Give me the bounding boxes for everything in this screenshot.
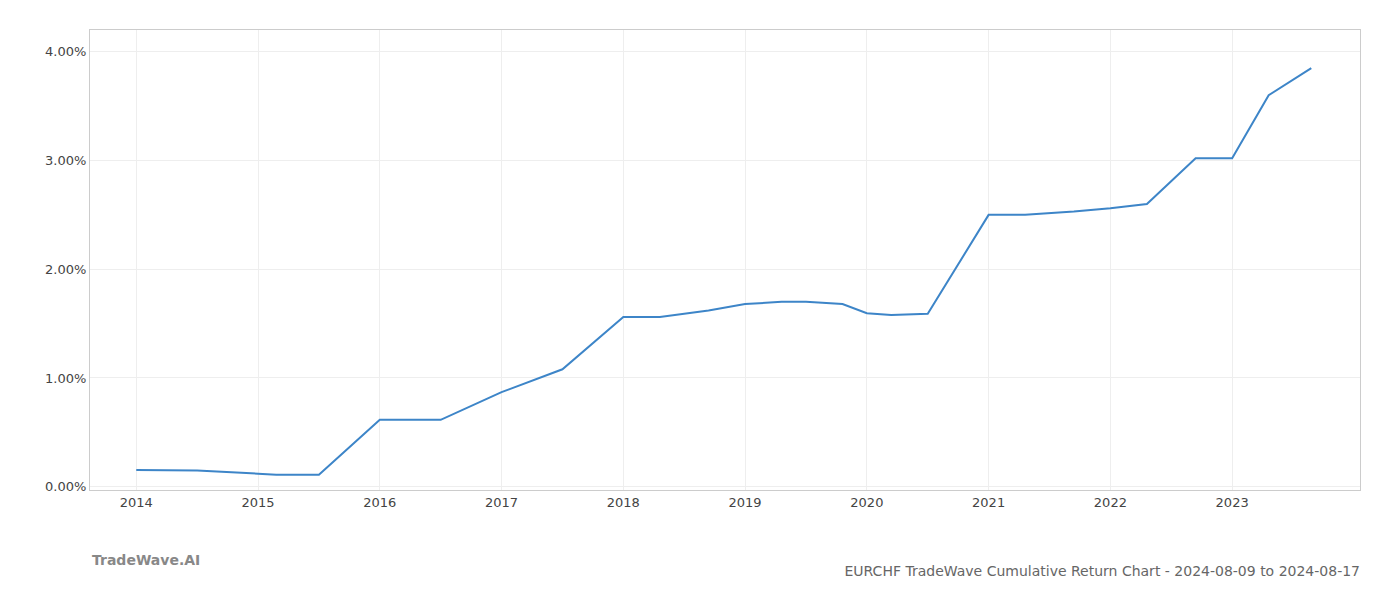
svg-text:0.00%: 0.00% <box>45 479 86 494</box>
svg-text:2016: 2016 <box>363 495 396 510</box>
svg-text:2022: 2022 <box>1094 495 1127 510</box>
svg-text:2021: 2021 <box>972 495 1005 510</box>
svg-text:2014: 2014 <box>120 495 153 510</box>
svg-text:3.00%: 3.00% <box>45 153 86 168</box>
svg-text:EURCHF TradeWave Cumulative Re: EURCHF TradeWave Cumulative Return Chart… <box>845 563 1361 579</box>
svg-text:2019: 2019 <box>729 495 762 510</box>
svg-text:2023: 2023 <box>1216 495 1249 510</box>
svg-text:2018: 2018 <box>607 495 640 510</box>
svg-text:4.00%: 4.00% <box>45 44 86 59</box>
svg-text:2.00%: 2.00% <box>45 262 86 277</box>
svg-text:2017: 2017 <box>485 495 518 510</box>
svg-text:1.00%: 1.00% <box>45 371 86 386</box>
svg-text:2015: 2015 <box>241 495 274 510</box>
svg-text:2020: 2020 <box>850 495 883 510</box>
svg-text:TradeWave.AI: TradeWave.AI <box>92 552 200 568</box>
